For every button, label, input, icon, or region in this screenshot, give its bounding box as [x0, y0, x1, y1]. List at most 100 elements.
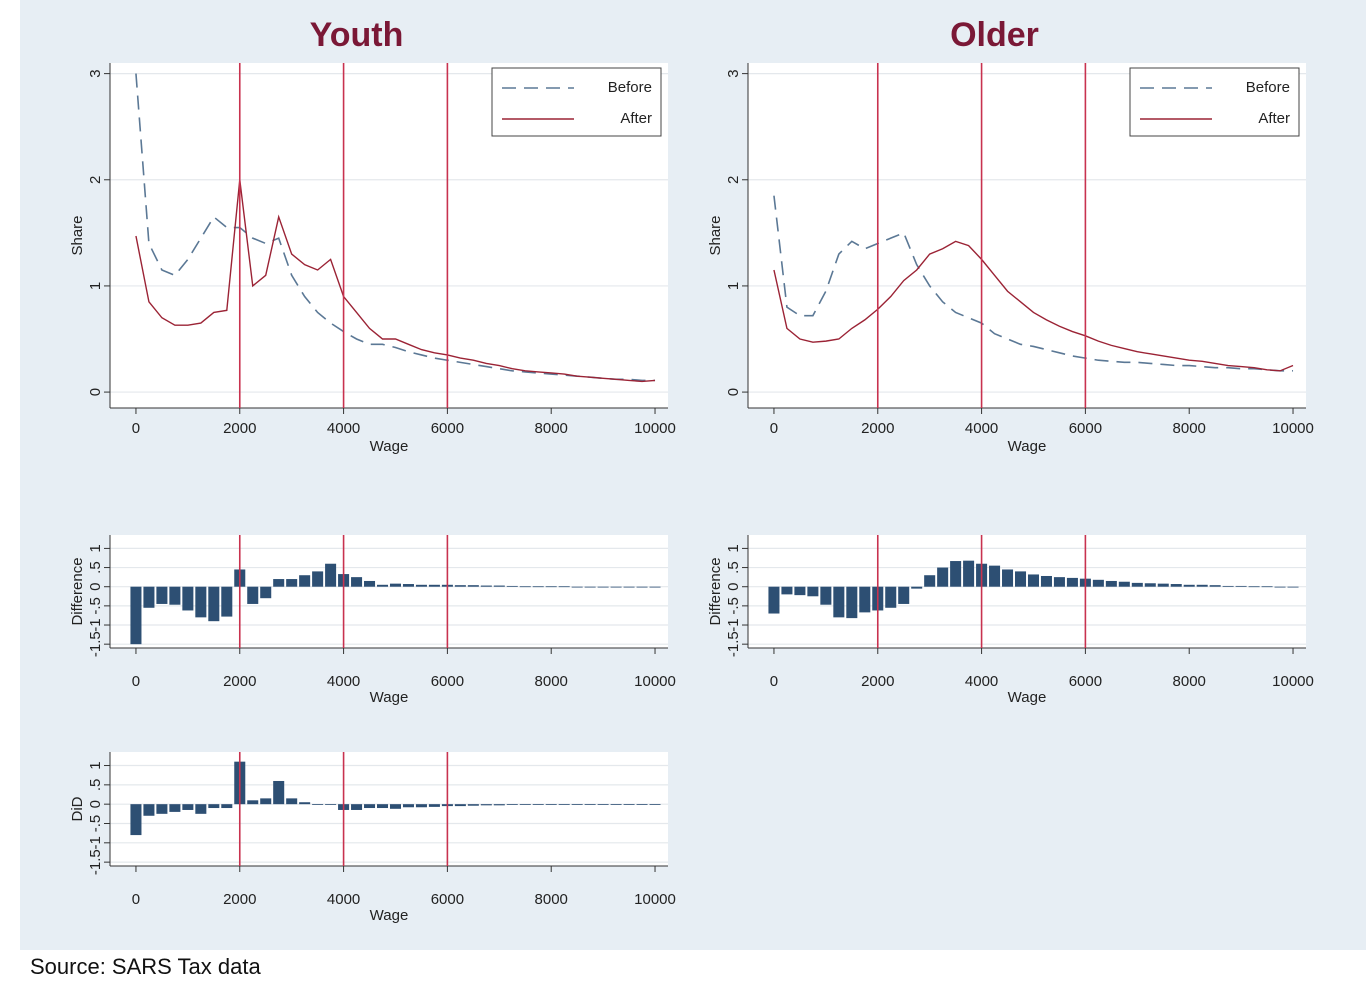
y-tick-label: -.5 — [725, 597, 742, 615]
x-tick-label: 10000 — [634, 891, 676, 908]
bar — [182, 586, 194, 611]
bar — [299, 575, 311, 587]
bar — [156, 586, 168, 604]
bar — [1235, 585, 1247, 587]
x-tick-label: 6000 — [1069, 673, 1102, 690]
bar — [208, 804, 220, 809]
bar — [1053, 577, 1065, 587]
bar — [597, 804, 609, 805]
chart-title: Youth — [310, 16, 404, 54]
bar — [532, 586, 544, 588]
bar — [545, 586, 557, 588]
x-axis-label: Wage — [370, 438, 409, 455]
x-tick-label: 8000 — [535, 891, 568, 908]
y-tick-label: 0 — [87, 583, 104, 591]
bar — [428, 584, 440, 587]
bar — [454, 585, 466, 587]
x-tick-label: 2000 — [223, 420, 256, 437]
bar — [807, 586, 819, 597]
bar — [911, 586, 923, 589]
bar — [169, 804, 181, 812]
bar — [312, 804, 324, 805]
bar — [519, 586, 531, 588]
y-tick-label: 2 — [87, 176, 104, 184]
x-tick-label: 6000 — [431, 673, 464, 690]
bar — [273, 780, 285, 805]
bar — [364, 580, 376, 587]
bar — [950, 561, 962, 587]
y-tick-label: -1.5 — [87, 849, 104, 875]
x-axis-label: Wage — [1008, 689, 1047, 706]
bar — [325, 563, 337, 587]
bar — [898, 586, 910, 604]
bar — [1287, 586, 1299, 588]
y-axis-label: Share — [69, 215, 86, 255]
data-line — [135, 179, 656, 383]
bar — [545, 804, 557, 805]
bar — [1196, 584, 1208, 587]
bar — [247, 586, 259, 604]
y-tick-label: -1 — [87, 618, 104, 631]
x-tick-label: 0 — [132, 673, 140, 690]
y-tick-label: 1 — [87, 282, 104, 290]
y-axis-label: DiD — [69, 796, 86, 821]
bar — [454, 804, 466, 807]
bar — [1131, 582, 1143, 587]
bar — [1014, 571, 1027, 587]
x-tick-label: 2000 — [861, 420, 894, 437]
plot-area — [748, 535, 1306, 648]
bar — [195, 586, 207, 618]
x-tick-label: 10000 — [634, 673, 676, 690]
bar — [636, 586, 648, 588]
bar — [1170, 584, 1182, 587]
y-axis-label: Share — [707, 215, 724, 255]
y-tick-label: -.5 — [87, 815, 104, 833]
bar — [130, 804, 142, 836]
legend-label: After — [1258, 110, 1290, 127]
legend-label: Before — [1246, 79, 1290, 96]
y-axis-label: Difference — [69, 557, 86, 625]
x-tick-label: 8000 — [535, 673, 568, 690]
plot-area — [110, 535, 668, 648]
x-tick-label: 4000 — [327, 673, 360, 690]
x-tick-label: 2000 — [223, 891, 256, 908]
bar — [415, 584, 427, 587]
bar — [182, 804, 194, 810]
bar — [781, 586, 793, 595]
legend-box — [491, 67, 662, 137]
x-tick-label: 4000 — [965, 673, 998, 690]
bar — [467, 804, 479, 806]
bar — [493, 585, 505, 587]
plot-area — [110, 752, 668, 866]
bar — [402, 584, 414, 587]
bar — [989, 565, 1001, 587]
bar — [859, 586, 871, 613]
bar — [389, 804, 402, 809]
y-tick-label: -1 — [725, 618, 742, 631]
bar — [584, 586, 596, 588]
bar — [649, 586, 661, 588]
bar — [221, 586, 233, 617]
y-tick-label: -1.5 — [725, 631, 742, 657]
bar — [846, 586, 858, 619]
y-tick-label: 1 — [725, 544, 742, 552]
x-tick-label: 10000 — [1272, 673, 1314, 690]
y-tick-label: 0 — [725, 388, 742, 396]
bar — [260, 798, 272, 805]
bar — [506, 585, 518, 587]
bar — [351, 804, 363, 810]
bar — [506, 804, 518, 805]
bar — [480, 585, 492, 587]
bar — [794, 586, 806, 596]
legend-box — [1129, 67, 1300, 137]
bar — [1144, 583, 1156, 587]
bar — [1027, 574, 1040, 587]
x-axis-label: Wage — [1008, 438, 1047, 455]
x-axis-label: Wage — [370, 907, 409, 924]
y-axis-label: Difference — [707, 557, 724, 625]
y-tick-label: .5 — [87, 779, 104, 792]
x-axis-label: Wage — [370, 689, 409, 706]
y-tick-label: 1 — [725, 282, 742, 290]
bar — [558, 586, 570, 588]
